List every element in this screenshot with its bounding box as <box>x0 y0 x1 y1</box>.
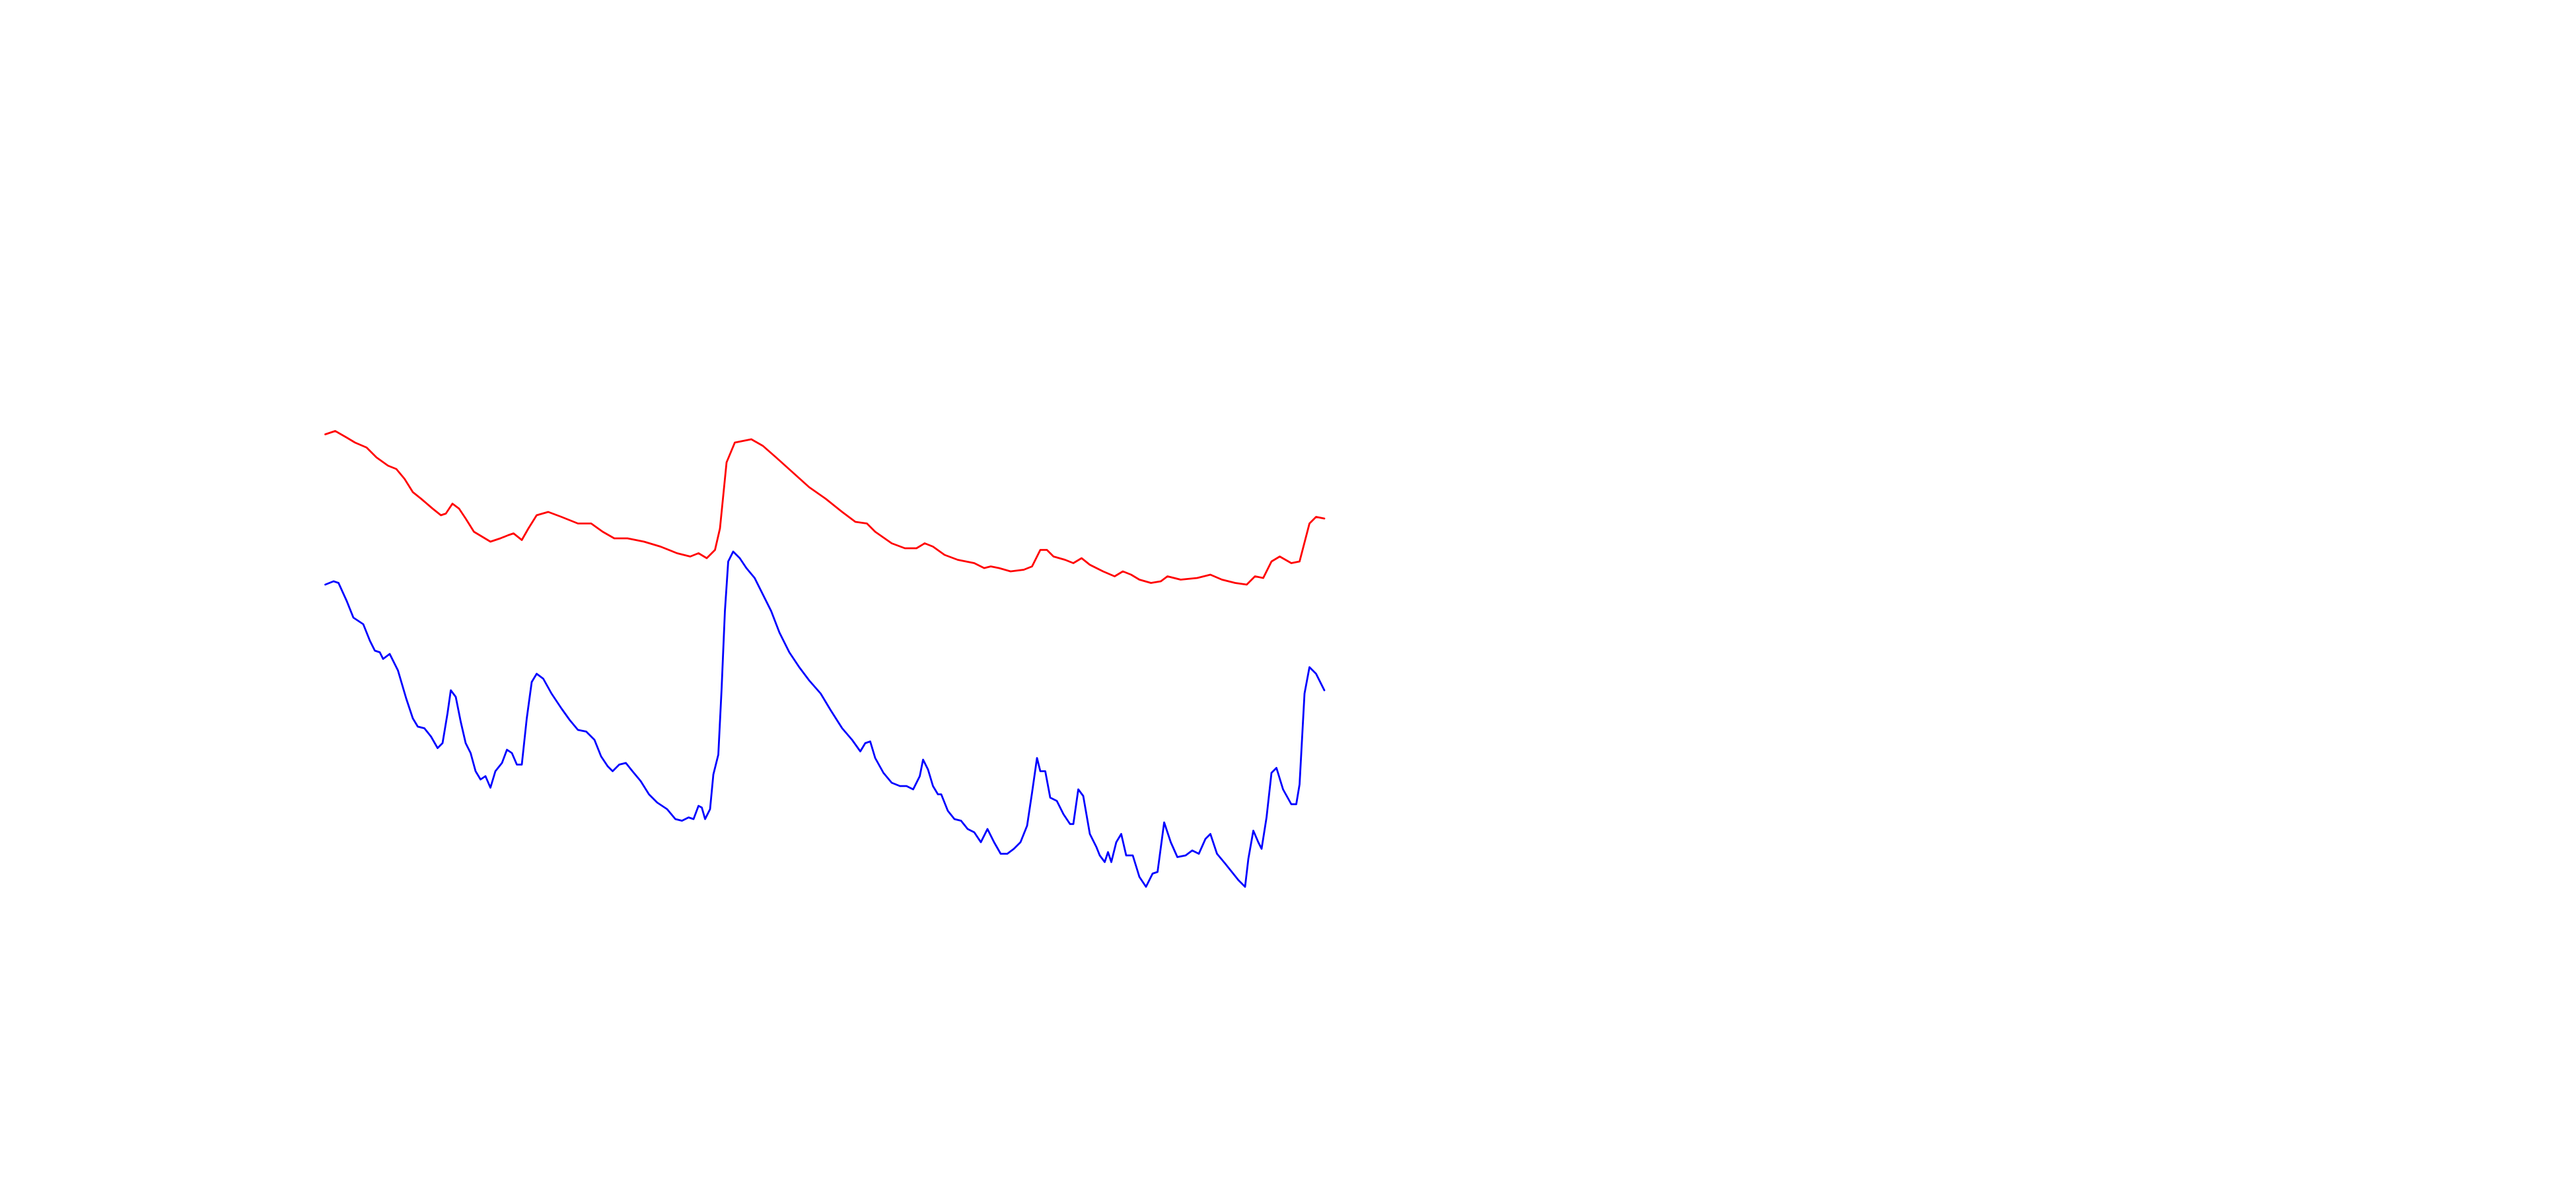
data-line <box>324 550 1326 888</box>
data-line <box>324 430 1326 586</box>
